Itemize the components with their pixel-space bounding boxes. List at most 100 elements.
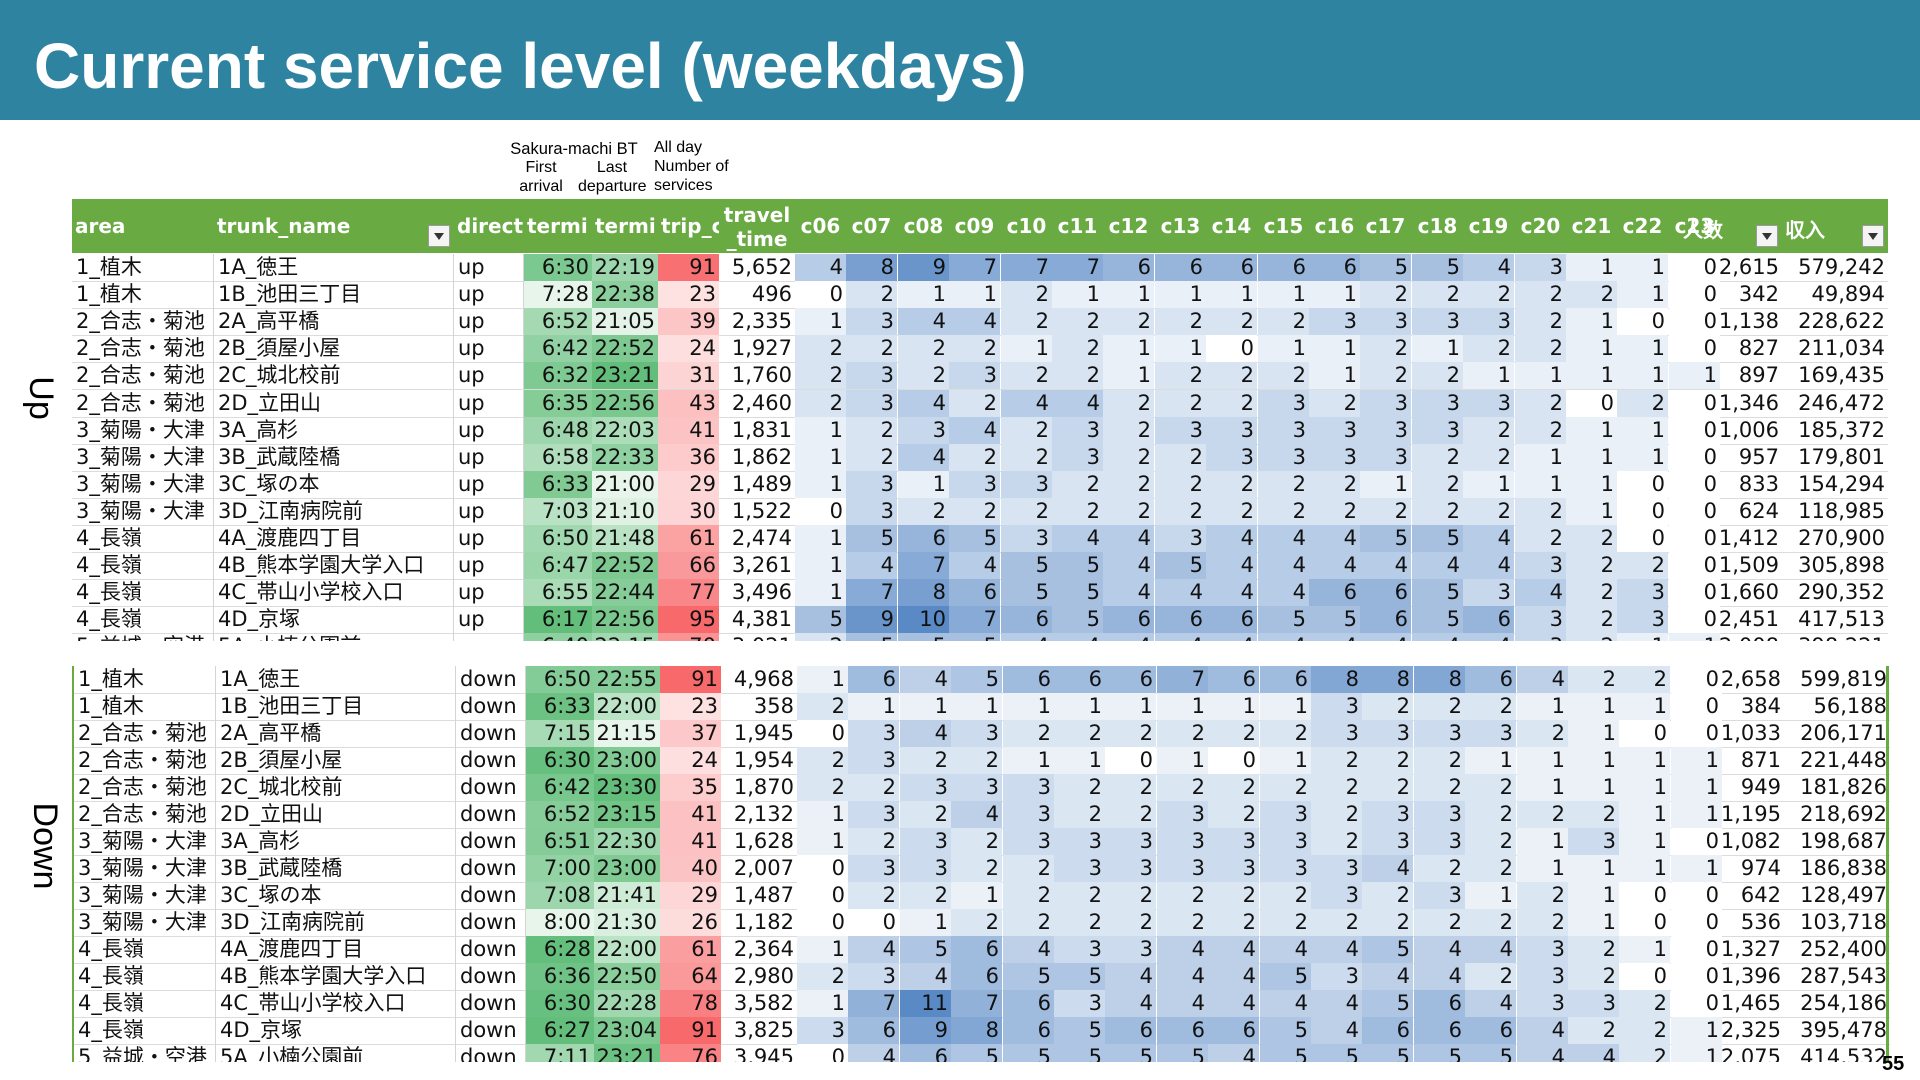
hour-count: 1 — [1566, 416, 1617, 444]
hour-count: 4 — [848, 1044, 899, 1062]
trunk-name: 4D_京塚 — [216, 1017, 456, 1044]
hour-count: 1 — [951, 693, 1002, 720]
hour-count: 2 — [1566, 579, 1617, 607]
hour-count: 4 — [1414, 936, 1465, 963]
hour-count: 6 — [1414, 990, 1465, 1017]
hour-count: 2 — [797, 963, 848, 990]
hour-count: 4 — [1157, 990, 1208, 1017]
last-departure: 23:30 — [594, 774, 660, 801]
hour-count: 2 — [951, 855, 1002, 882]
hour-count: 6 — [1103, 606, 1154, 634]
hour-count: 1 — [1566, 497, 1617, 525]
hour-count: 2 — [846, 443, 897, 471]
header-label: c19 — [1468, 214, 1509, 238]
hour-count: 0 — [1671, 936, 1722, 963]
hour-count: 2 — [1311, 747, 1362, 774]
direction: up — [454, 552, 524, 580]
filter-dropdown-icon[interactable] — [1862, 225, 1884, 247]
last-departure: 22:38 — [592, 281, 658, 309]
hour-count: 2 — [1103, 308, 1154, 336]
hour-count: 0 — [1669, 552, 1720, 580]
trunk-name: 5A_小楠公園前 — [216, 1044, 456, 1062]
hour-count: 1 — [1309, 281, 1360, 309]
table-row: 5_益城・空港 5A_小楠公園前 down 7:11 23:21 76 3,945 0 4 6 5 5… — [74, 1044, 1890, 1062]
hour-count: 5 — [951, 666, 1002, 693]
header-cell: c13 — [1155, 199, 1206, 253]
hour-count: 3 — [846, 389, 897, 417]
hour-count: 0 — [797, 855, 848, 882]
last-departure: 22:19 — [592, 254, 658, 281]
area: 4_長嶺 — [72, 579, 214, 607]
income: 398,221 — [1782, 633, 1888, 641]
income: 246,472 — [1798, 390, 1885, 415]
area: 1_植木 — [72, 281, 214, 309]
page-title: Current service level (weekdays) — [34, 30, 1027, 102]
hour-count: 0 — [797, 720, 848, 747]
hour-count: 4 — [949, 416, 1000, 444]
hour-count: 1 — [1517, 747, 1568, 774]
header-cell: 収入 — [1782, 199, 1888, 253]
hour-count: 7 — [1157, 666, 1208, 693]
hour-count: 1 — [1517, 855, 1568, 882]
first-arrival: 6:52 — [526, 801, 594, 828]
hour-count: 2 — [1208, 882, 1259, 909]
header-label: c09 — [954, 214, 995, 238]
hour-count: 6 — [949, 579, 1000, 607]
hour-count: 6 — [1360, 606, 1411, 634]
hour-count: 1 — [1671, 1044, 1722, 1062]
hour-count: 8 — [1311, 666, 1362, 693]
filter-dropdown-icon[interactable] — [1756, 225, 1778, 247]
hour-count: 3 — [846, 308, 897, 336]
people-count: 1,006 — [1718, 417, 1779, 442]
hour-count: 4 — [1155, 579, 1206, 607]
hour-count: 5 — [951, 1044, 1002, 1062]
hour-count: 0 — [1617, 497, 1668, 525]
trunk-name: 4B_熊本学園大学入口 — [214, 552, 454, 580]
hour-count: 2 — [1001, 281, 1052, 309]
hour-count: 6 — [1105, 666, 1156, 693]
income: 270,900 — [1798, 526, 1885, 550]
hour-count: 6 — [1054, 666, 1105, 693]
hour-count: 6 — [1003, 990, 1054, 1017]
hour-count: 2 — [1003, 882, 1054, 909]
travel-time: 2,364 — [733, 937, 794, 961]
hour-count: 5 — [1362, 990, 1413, 1017]
hour-count: 2 — [797, 774, 848, 801]
hour-count: 1 — [1669, 633, 1720, 641]
people-count: 1,195 — [1720, 802, 1781, 826]
first-arrival: 6:32 — [524, 362, 592, 390]
hour-count: 2 — [1414, 909, 1465, 936]
header-cell: c07 — [846, 199, 897, 253]
hour-count: 3 — [1362, 828, 1413, 855]
hour-count: 1 — [1258, 281, 1309, 309]
hour-count: 1 — [797, 801, 848, 828]
hour-count: 3 — [1052, 443, 1103, 471]
hour-count: 2 — [898, 362, 949, 390]
filter-dropdown-icon[interactable] — [428, 225, 450, 247]
income: 169,435 — [1798, 363, 1885, 388]
trunk-name: 4A_渡鹿四丁目 — [216, 936, 456, 963]
travel-time: 1,489 — [731, 471, 792, 496]
hour-count: 4 — [848, 936, 899, 963]
hour-count: 0 — [1619, 720, 1670, 747]
hour-count: 2 — [1155, 470, 1206, 498]
hour-count: 1 — [900, 909, 951, 936]
hour-count: 4 — [1311, 1017, 1362, 1044]
table-row: 4_長嶺 4C_帯山小学校入口 down 6:30 22:28 78 3,582 1 7 11 7 6… — [74, 990, 1890, 1018]
hour-count: 1 — [1566, 308, 1617, 336]
hour-count: 1 — [1568, 909, 1619, 936]
trunk-name: 3C_塚の本 — [214, 470, 454, 498]
direction: up — [454, 497, 524, 525]
hour-count: 1 — [1617, 416, 1668, 444]
direction: down — [456, 909, 526, 936]
table-row: 2_合志・菊池 2D_立田山 up 6:35 22:56 43 2,460 2 3 4 2 4 4 2 2 2… — [72, 389, 1888, 418]
hour-count: 4 — [1206, 525, 1257, 552]
hour-count: 6 — [1309, 254, 1360, 281]
hour-count: 2 — [1206, 362, 1257, 390]
header-cell: c14 — [1206, 199, 1257, 253]
area: 1_植木 — [72, 254, 214, 281]
trip-count: 29 — [660, 882, 721, 909]
hour-count: 5 — [1054, 963, 1105, 990]
hour-count: 2 — [900, 801, 951, 828]
people-count: 384 — [1740, 694, 1781, 718]
